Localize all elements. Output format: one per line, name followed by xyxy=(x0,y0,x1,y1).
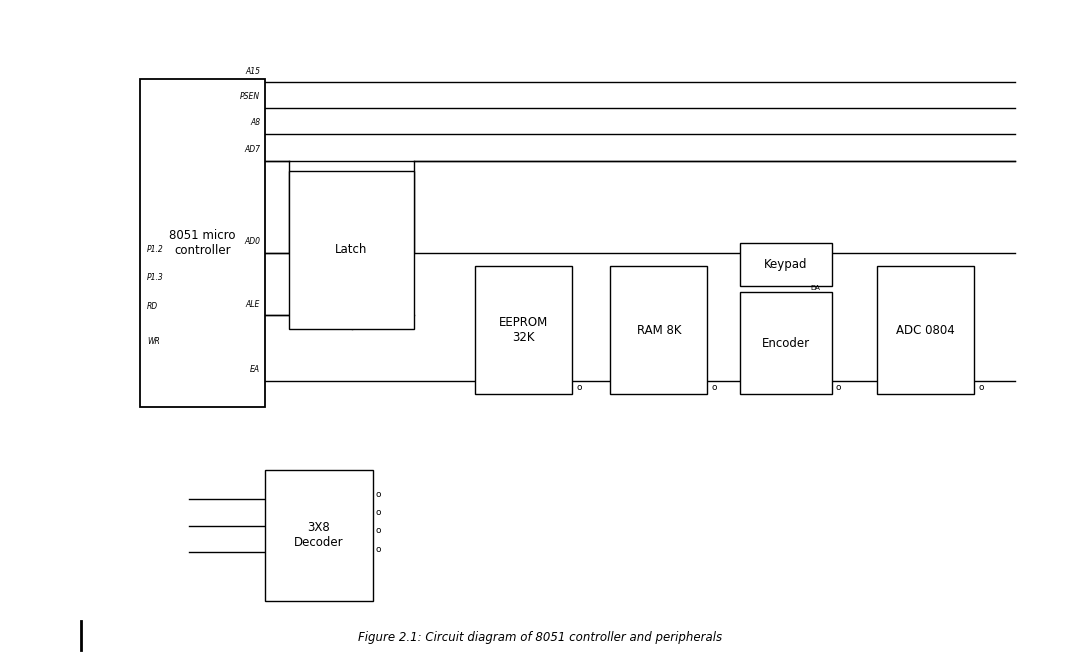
Text: o: o xyxy=(376,489,381,499)
Text: Latch: Latch xyxy=(336,243,367,256)
Bar xyxy=(475,266,572,394)
Text: o: o xyxy=(712,382,717,392)
Bar xyxy=(289,171,414,328)
Text: EA: EA xyxy=(251,365,260,374)
Text: PSEN: PSEN xyxy=(240,92,260,101)
Text: ALE: ALE xyxy=(246,300,260,309)
Text: AD7: AD7 xyxy=(244,145,260,154)
Text: o: o xyxy=(577,382,582,392)
Text: A8: A8 xyxy=(251,118,260,127)
Text: A15: A15 xyxy=(245,66,260,76)
Bar xyxy=(265,470,373,601)
Text: ADC 0804: ADC 0804 xyxy=(896,324,955,336)
Text: DA: DA xyxy=(810,284,821,291)
Text: P1.3: P1.3 xyxy=(147,273,164,282)
Text: o: o xyxy=(376,545,381,555)
Bar xyxy=(877,266,974,394)
Text: RD: RD xyxy=(147,302,158,311)
Text: 3X8
Decoder: 3X8 Decoder xyxy=(294,522,343,549)
Text: o: o xyxy=(376,526,381,535)
Text: o: o xyxy=(978,382,984,392)
Text: WR: WR xyxy=(147,337,160,346)
Text: o: o xyxy=(836,382,841,392)
Text: P1.2: P1.2 xyxy=(147,245,164,254)
Bar xyxy=(740,243,832,286)
Bar xyxy=(610,266,707,394)
Text: AD0: AD0 xyxy=(244,237,260,246)
Text: RAM 8K: RAM 8K xyxy=(636,324,681,336)
Text: EEPROM
32K: EEPROM 32K xyxy=(499,316,549,344)
Text: Figure 2.1: Circuit diagram of 8051 controller and peripherals: Figure 2.1: Circuit diagram of 8051 cont… xyxy=(357,631,723,644)
Text: o: o xyxy=(376,508,381,517)
Bar xyxy=(140,79,265,407)
Text: Keypad: Keypad xyxy=(764,258,808,271)
Text: 8051 micro
controller: 8051 micro controller xyxy=(170,229,235,257)
Bar xyxy=(740,292,832,394)
Text: Encoder: Encoder xyxy=(761,337,810,350)
